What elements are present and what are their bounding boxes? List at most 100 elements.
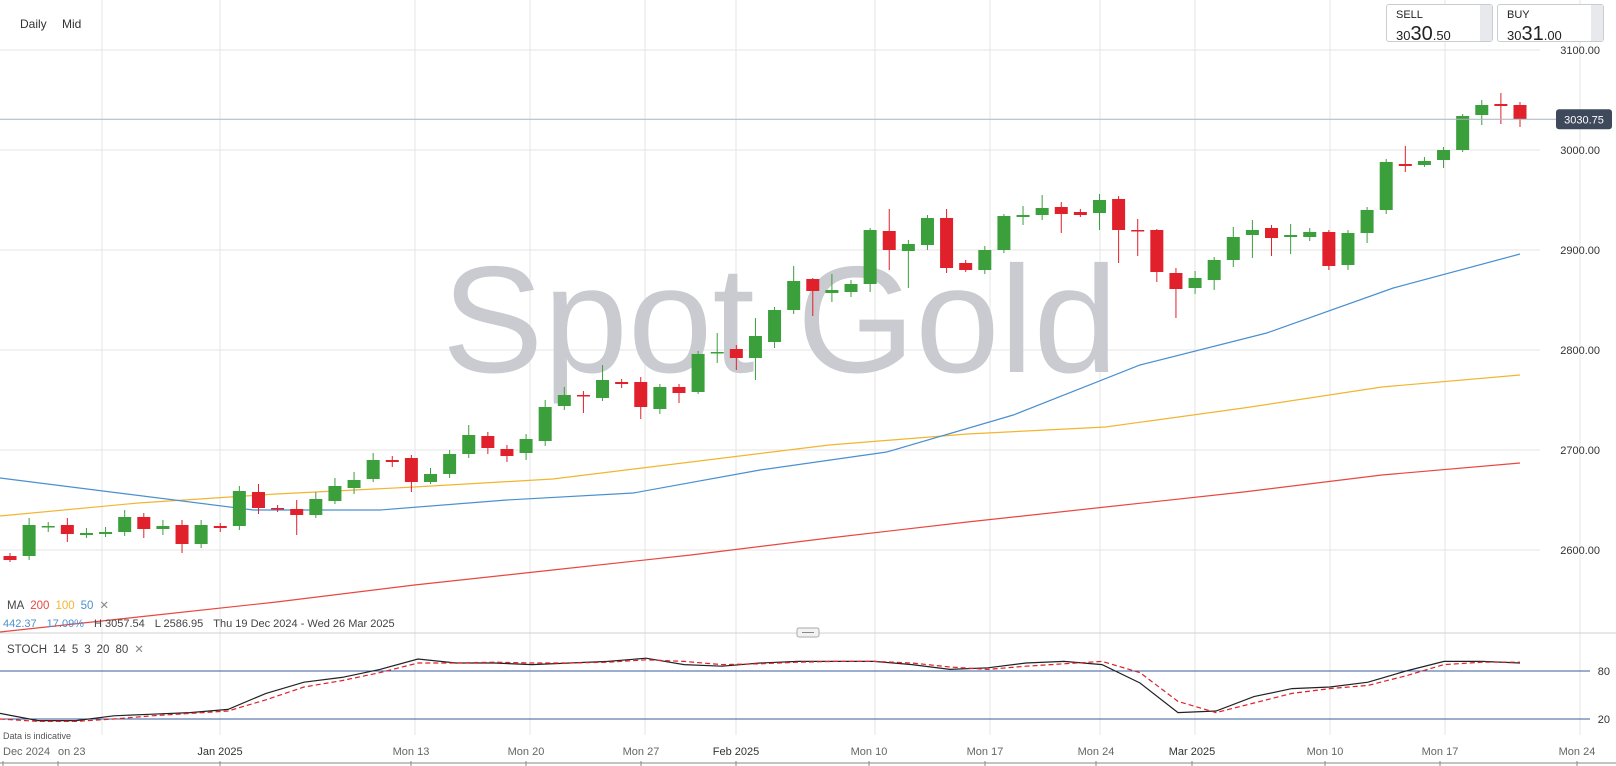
candle: [768, 307, 782, 348]
x-tick-label: Mon 13: [393, 746, 430, 758]
stoch-label: STOCH: [7, 644, 48, 656]
candle-body: [3, 556, 17, 560]
timeframe-selector[interactable]: Daily: [20, 17, 47, 31]
candle: [462, 425, 476, 458]
candle: [557, 387, 571, 410]
x-tick-label: Dec 2024: [3, 746, 50, 758]
candle: [1054, 202, 1068, 233]
candle: [1379, 159, 1393, 214]
candle-body: [519, 439, 533, 453]
stat-change: 442.37: [3, 618, 37, 630]
candle-body: [41, 526, 55, 528]
sell-price: 3030.50: [1396, 23, 1451, 45]
buy-button[interactable]: BUY 3031.00: [1497, 4, 1604, 45]
candle-body: [920, 218, 934, 245]
ma-legend[interactable]: MA 200 100 50 ✕: [7, 598, 115, 612]
candle: [1322, 230, 1336, 270]
candle-body: [232, 491, 246, 526]
y-tick-label: 3100.00: [1560, 45, 1600, 57]
stoch-low: 20: [96, 644, 110, 656]
candle-body: [997, 216, 1011, 250]
candle: [251, 484, 265, 514]
candle: [863, 228, 877, 292]
candle: [1341, 230, 1355, 270]
candle-body: [1379, 162, 1393, 210]
candle-body: [1475, 105, 1489, 115]
candle: [213, 523, 227, 532]
x-tick-label: Mon 10: [1307, 746, 1344, 758]
candle-body: [787, 281, 801, 310]
stoch-legend[interactable]: STOCH 14 5 3 20 80 ✕: [7, 642, 150, 656]
candle-body: [748, 336, 762, 358]
candle-body: [1417, 161, 1431, 165]
candle: [500, 445, 514, 462]
candle: [79, 528, 93, 538]
x-tick-label: Mon 24: [1559, 746, 1596, 758]
candle: [538, 400, 552, 446]
buy-price: 3031.00: [1507, 23, 1562, 45]
candle-body: [1437, 150, 1451, 160]
candle-body: [1112, 199, 1126, 230]
candle-body: [1245, 230, 1259, 235]
candle: [1456, 114, 1470, 152]
candle-body: [1092, 200, 1106, 213]
ma-50-label: 50: [80, 600, 94, 612]
candle: [691, 351, 705, 394]
stoch-d-line: [0, 659, 1520, 723]
x-tick-label: Mon 27: [623, 746, 660, 758]
candle: [481, 432, 495, 454]
candle-body: [1265, 228, 1279, 238]
candle-body: [99, 532, 113, 534]
candle-body: [366, 460, 380, 479]
y-tick-label: 2600.00: [1560, 545, 1600, 557]
candle: [653, 384, 667, 414]
candle: [1169, 268, 1183, 318]
candle: [1112, 196, 1126, 263]
candle-body: [729, 349, 743, 358]
candle-body: [940, 218, 954, 268]
candle-body: [156, 526, 170, 529]
candle-body: [1035, 208, 1049, 215]
candle: [137, 513, 151, 538]
candle-body: [1188, 278, 1202, 288]
candle: [271, 505, 285, 512]
candle-body: [691, 354, 705, 392]
candle: [596, 365, 610, 401]
candle-body: [1456, 116, 1470, 150]
candle-body: [538, 407, 552, 441]
current-price-tag: [1556, 109, 1612, 130]
candle: [748, 318, 762, 380]
candle: [232, 486, 246, 530]
x-tick-label: Jan 2025: [197, 746, 242, 758]
candle: [60, 518, 74, 542]
candle-body: [1169, 273, 1183, 289]
candle: [443, 450, 457, 478]
candle: [290, 500, 304, 535]
candle-body: [175, 525, 189, 544]
stoch-k: 14: [53, 644, 66, 656]
price-type-selector[interactable]: Mid: [62, 17, 82, 31]
candle: [3, 553, 17, 562]
candle: [328, 478, 342, 504]
candle: [22, 518, 36, 560]
buy-side-bar: [1591, 5, 1603, 41]
stoch-remove-icon[interactable]: ✕: [134, 644, 144, 656]
stoch-tick-label: 80: [1598, 666, 1610, 678]
sell-button[interactable]: SELL 3030.50: [1386, 4, 1493, 45]
candle-body: [596, 380, 610, 398]
ma-remove-icon[interactable]: ✕: [99, 600, 110, 612]
candle-body: [347, 480, 361, 488]
candle-body: [500, 449, 514, 456]
ma-100-label: 100: [55, 600, 75, 612]
candle: [118, 510, 132, 536]
candle-body: [557, 395, 571, 406]
y-tick-label: 2800.00: [1560, 345, 1600, 357]
candle-body: [404, 458, 418, 482]
candle: [404, 455, 418, 492]
candle: [1226, 227, 1240, 267]
candle-body: [863, 230, 877, 284]
candle: [806, 278, 820, 316]
candle-body: [844, 284, 858, 292]
candle-body: [806, 279, 820, 291]
